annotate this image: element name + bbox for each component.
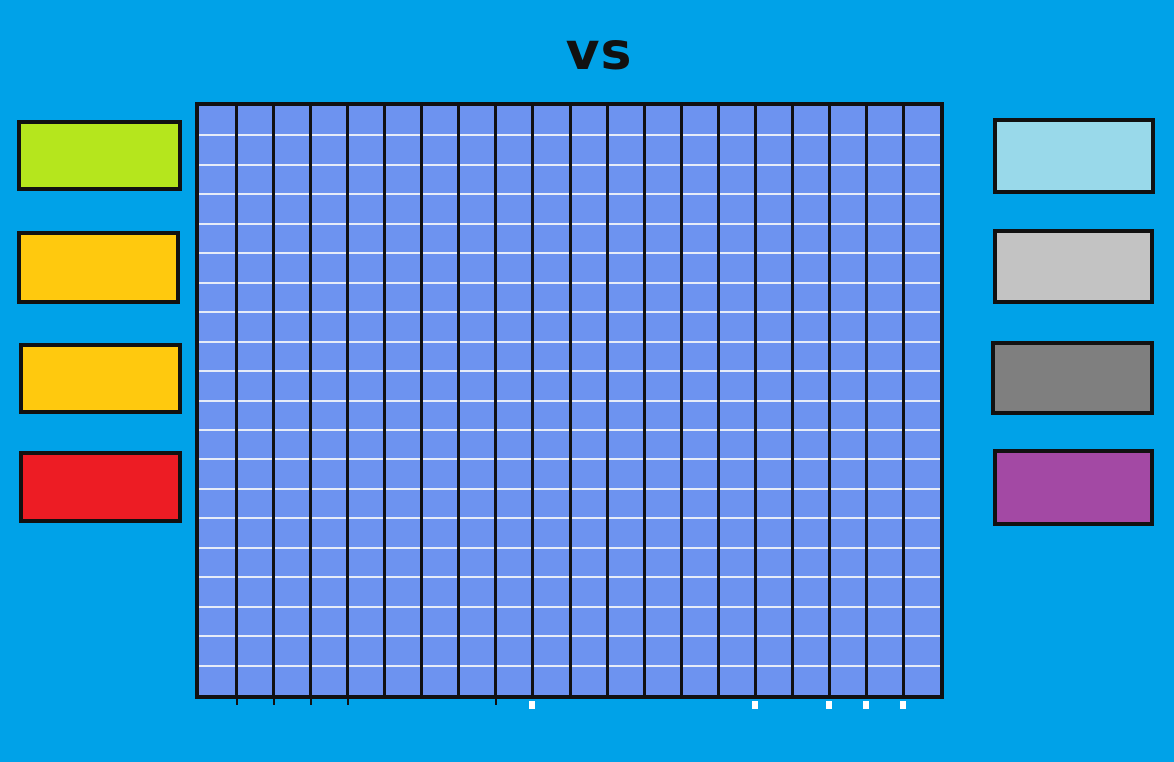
grid-column-line (643, 106, 646, 695)
grid-column-line (494, 106, 497, 695)
tick-mark (529, 701, 535, 709)
left-team-slot-1[interactable] (17, 120, 182, 191)
tick-mark (273, 699, 275, 705)
tick-mark (347, 699, 349, 705)
grid-column-line (383, 106, 386, 695)
grid-column-line (717, 106, 720, 695)
left-team-slot-2[interactable] (17, 231, 180, 304)
grid-column-line (309, 106, 312, 695)
grid-column-line (791, 106, 794, 695)
tick-mark (900, 701, 906, 709)
grid-column-line (235, 106, 238, 695)
game-board[interactable] (195, 102, 944, 699)
left-team-slot-3[interactable] (19, 343, 182, 414)
grid-column-line (457, 106, 460, 695)
right-team-slot-3[interactable] (991, 341, 1154, 415)
tick-mark (495, 699, 497, 705)
grid-column-line (272, 106, 275, 695)
grid-column-line (346, 106, 349, 695)
grid-column-line (680, 106, 683, 695)
tick-mark (863, 701, 869, 709)
right-team-slot-1[interactable] (993, 118, 1155, 194)
right-team-slot-4[interactable] (993, 449, 1154, 526)
tick-mark (752, 701, 758, 709)
grid-column-line (531, 106, 534, 695)
grid-column-line (865, 106, 868, 695)
grid-column-line (606, 106, 609, 695)
tick-mark (310, 699, 312, 705)
vs-title: vs (565, 22, 633, 82)
tick-mark (826, 701, 832, 709)
left-team-slot-4[interactable] (19, 451, 182, 523)
grid-column-line (828, 106, 831, 695)
grid-column-line (569, 106, 572, 695)
tick-mark (236, 699, 238, 705)
right-team-slot-2[interactable] (993, 229, 1154, 304)
grid-column-line (754, 106, 757, 695)
grid-column-line (902, 106, 905, 695)
grid-column-line (420, 106, 423, 695)
